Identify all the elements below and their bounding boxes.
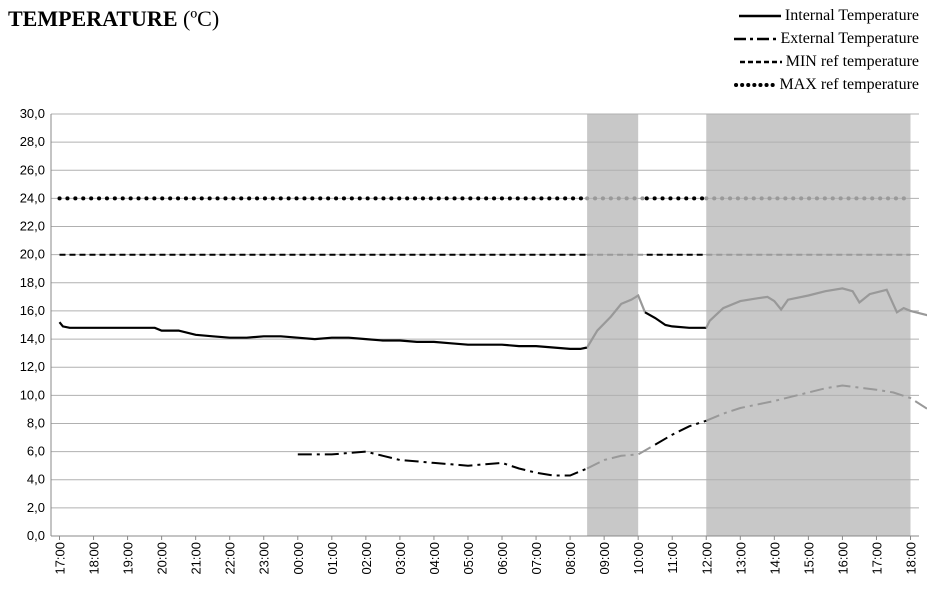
x-tick-label: 10:00 xyxy=(631,542,646,575)
x-tick-label: 02:00 xyxy=(359,542,374,575)
series-line-1 xyxy=(297,450,588,477)
y-tick-label: 8,0 xyxy=(27,415,45,430)
legend-swatch-solid xyxy=(738,14,781,17)
legend-label-max: MAX ref temperature xyxy=(779,75,920,93)
series-line-0 xyxy=(586,293,647,349)
y-tick-label: 20,0 xyxy=(20,247,45,262)
legend-item-internal: Internal Temperature xyxy=(734,4,919,27)
y-tick-label: 12,0 xyxy=(20,359,45,374)
series-line-1 xyxy=(705,384,927,422)
legend-swatch-dashed xyxy=(739,60,782,63)
x-tick-label: 20:00 xyxy=(155,542,170,575)
series-line-0 xyxy=(644,311,707,329)
chart-title: TEMPERATURE (ºC) xyxy=(8,6,219,32)
legend-label-external: External Temperature xyxy=(780,29,919,47)
x-tick-label: 22:00 xyxy=(223,542,238,575)
y-tick-label: 18,0 xyxy=(20,275,45,290)
y-tick-label: 30,0 xyxy=(20,106,45,121)
y-tick-label: 22,0 xyxy=(20,219,45,234)
shaded-period-1 xyxy=(706,114,911,536)
y-tick-label: 2,0 xyxy=(27,500,45,515)
y-tick-label: 0,0 xyxy=(27,528,45,543)
x-tick-label: 19:00 xyxy=(121,542,136,575)
legend-label-internal: Internal Temperature xyxy=(784,6,919,24)
x-tick-label: 07:00 xyxy=(529,542,544,575)
x-tick-label: 18:00 xyxy=(904,542,919,575)
y-tick-label: 10,0 xyxy=(20,387,45,402)
x-tick-label: 06:00 xyxy=(495,542,510,575)
x-tick-label: 01:00 xyxy=(325,542,340,575)
series-line-0 xyxy=(705,287,927,329)
chart-title-unit: (ºC) xyxy=(183,6,220,31)
legend-item-external: External Temperature xyxy=(734,27,919,50)
x-tick-label: 14:00 xyxy=(767,542,782,575)
legend-item-min: MIN ref temperature xyxy=(734,50,919,73)
y-tick-label: 28,0 xyxy=(20,134,45,149)
legend-swatch-dotted xyxy=(733,82,776,87)
x-tick-label: 09:00 xyxy=(597,542,612,575)
x-tick-label: 13:00 xyxy=(733,542,748,575)
y-tick-label: 14,0 xyxy=(20,331,45,346)
legend-swatch-dash-dot xyxy=(734,37,777,40)
series-line-1 xyxy=(654,419,707,446)
x-tick-label: 23:00 xyxy=(257,542,272,575)
x-tick-label: 03:00 xyxy=(393,542,408,575)
x-tick-label: 08:00 xyxy=(563,542,578,575)
x-tick-label: 17:00 xyxy=(53,542,68,575)
x-tick-label: 21:00 xyxy=(189,542,204,575)
legend: Internal Temperature External Temperatur… xyxy=(733,4,920,96)
x-tick-label: 04:00 xyxy=(427,542,442,575)
x-tick-label: 12:00 xyxy=(699,542,714,575)
y-tick-label: 24,0 xyxy=(20,190,45,205)
x-tick-label: 11:00 xyxy=(665,542,680,574)
y-tick-label: 4,0 xyxy=(27,472,45,487)
y-tick-label: 16,0 xyxy=(20,303,45,318)
shaded-period-0 xyxy=(587,114,639,536)
y-tick-label: 6,0 xyxy=(27,444,45,459)
y-tick-label: 26,0 xyxy=(20,162,45,177)
legend-label-min: MIN ref temperature xyxy=(785,52,919,70)
series-line-1 xyxy=(586,443,656,470)
x-tick-label: 05:00 xyxy=(461,542,476,575)
x-tick-label: 18:00 xyxy=(87,542,102,575)
x-tick-label: 16:00 xyxy=(835,542,850,575)
x-tick-label: 00:00 xyxy=(291,542,306,575)
x-tick-label: 15:00 xyxy=(801,542,816,575)
chart-title-main: TEMPERATURE xyxy=(8,6,178,31)
x-tick-label: 17:00 xyxy=(869,542,884,575)
series-line-0 xyxy=(58,321,588,350)
legend-item-max: MAX ref temperature xyxy=(733,73,920,96)
